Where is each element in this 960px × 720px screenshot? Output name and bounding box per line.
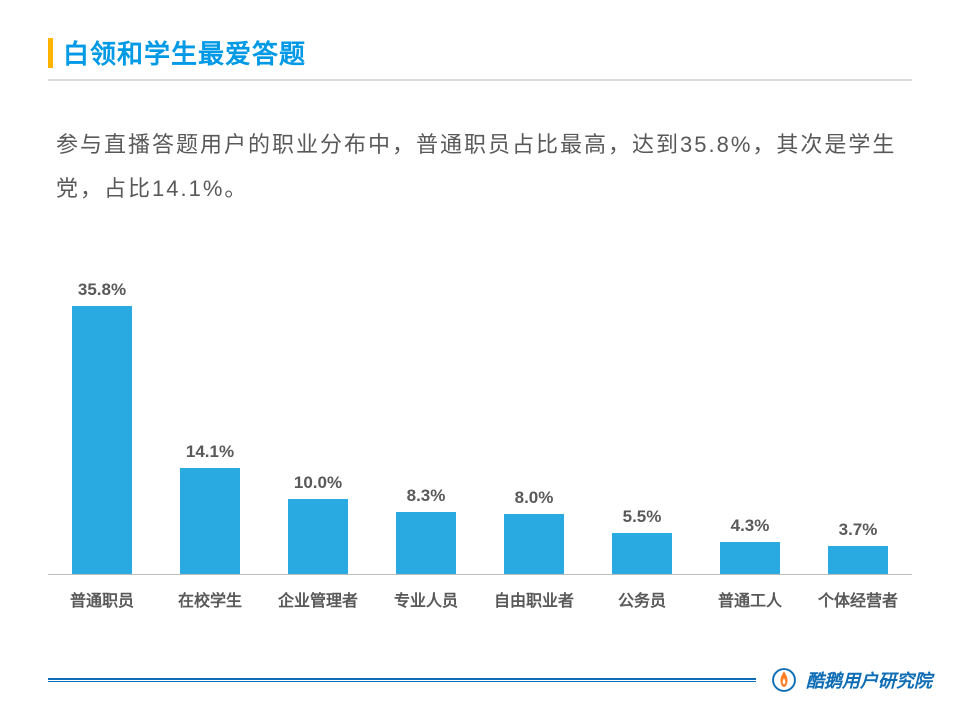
bar-cell: 3.7% xyxy=(804,275,912,574)
bar-cell: 35.8% xyxy=(48,275,156,574)
bar-value-label: 8.3% xyxy=(407,486,446,506)
footer-rule xyxy=(48,678,756,682)
bar-cell: 8.3% xyxy=(372,275,480,574)
axis-category-label: 专业人员 xyxy=(372,587,480,615)
bar-value-label: 5.5% xyxy=(623,507,662,527)
brand-logo-icon xyxy=(770,666,798,694)
bar-value-label: 14.1% xyxy=(186,442,234,462)
title-accent-bar xyxy=(48,38,53,68)
slide-title: 白领和学生最爱答题 xyxy=(63,34,306,71)
slide-footer: 酷鹅用户研究院 xyxy=(48,666,932,694)
axis-category-label: 个体经营者 xyxy=(804,587,912,615)
description-text: 参与直播答题用户的职业分布中，普通职员占比最高，达到35.8%，其次是学生党，占… xyxy=(48,123,912,211)
bar-cell: 14.1% xyxy=(156,275,264,574)
bar xyxy=(720,542,780,574)
bar xyxy=(504,514,564,574)
bar xyxy=(828,546,888,574)
bar-value-label: 4.3% xyxy=(731,516,770,536)
bar-cell: 8.0% xyxy=(480,275,588,574)
brand-name: 酷鹅用户研究院 xyxy=(806,667,932,693)
occupation-bar-chart: 35.8% 14.1% 10.0% 8.3% 8.0% 5.5% 4.3% 3.7% 普通职员… xyxy=(48,275,912,615)
bar xyxy=(72,306,132,575)
axis-category-label: 普通工人 xyxy=(696,587,804,615)
bar-value-label: 3.7% xyxy=(839,520,878,540)
axis-category-label: 企业管理者 xyxy=(264,587,372,615)
bar xyxy=(612,533,672,574)
bar xyxy=(180,468,240,574)
title-underline xyxy=(48,79,912,81)
bar-cell: 10.0% xyxy=(264,275,372,574)
axis-category-label: 在校学生 xyxy=(156,587,264,615)
bar xyxy=(396,512,456,574)
axis-category-label: 公务员 xyxy=(588,587,696,615)
bar-value-label: 10.0% xyxy=(294,473,342,493)
bar-cell: 5.5% xyxy=(588,275,696,574)
bar-value-label: 8.0% xyxy=(515,488,554,508)
bar-cell: 4.3% xyxy=(696,275,804,574)
slide-title-row: 白领和学生最爱答题 xyxy=(48,34,912,71)
axis-category-label: 自由职业者 xyxy=(480,587,588,615)
axis-category-label: 普通职员 xyxy=(48,587,156,615)
bar xyxy=(288,499,348,574)
bar-value-label: 35.8% xyxy=(78,280,126,300)
